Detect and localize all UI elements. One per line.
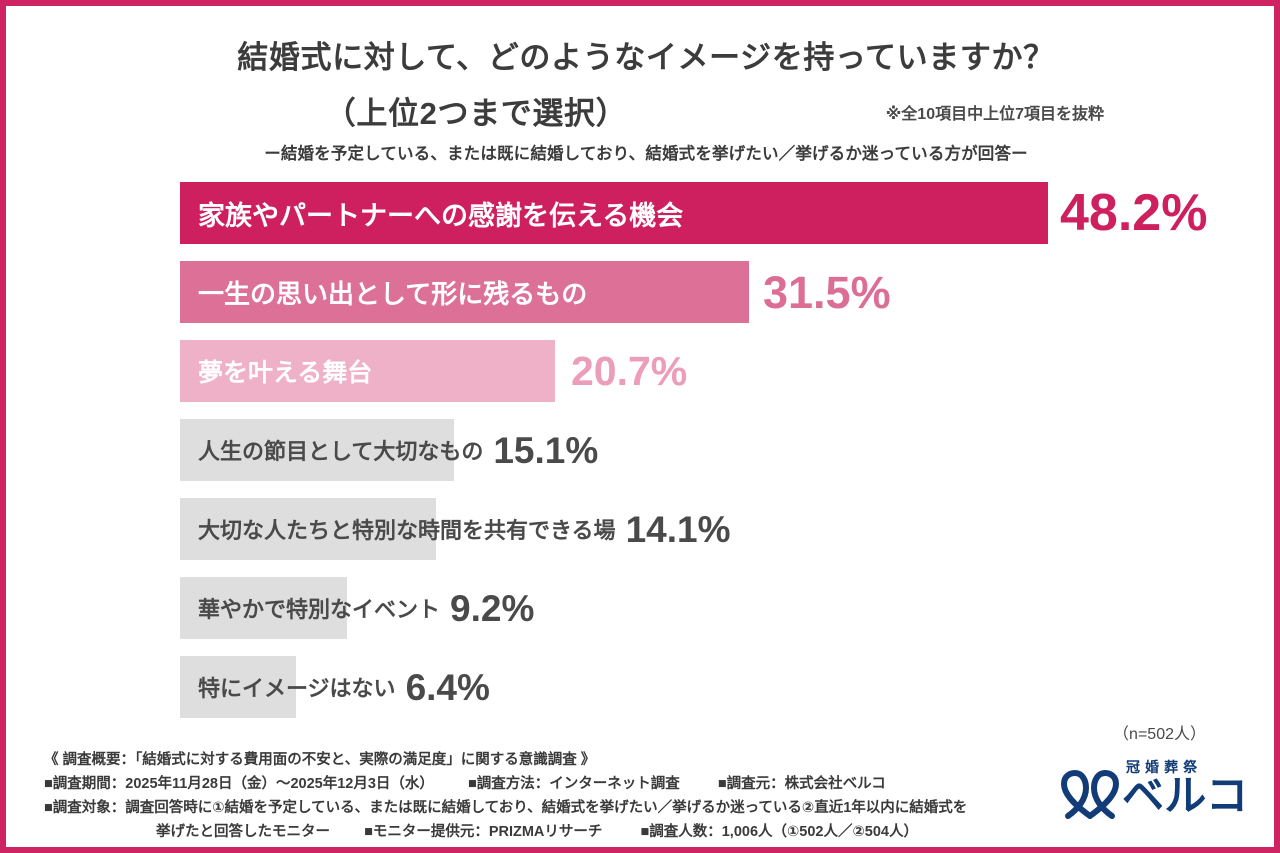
- page-subtitle: ー結婚を予定している、または既に結婚しており、結婚式を挙げたい／挙げるか迷ってい…: [264, 145, 1028, 163]
- monitor-target: 挙げたと回答したモニター: [156, 824, 330, 840]
- bar-fill-rank6: [180, 577, 347, 639]
- bar-value: 48.2%: [1060, 184, 1208, 242]
- bar-label: 大切な人たちと特別な時間を共有できる場: [198, 518, 616, 543]
- survey-method: ■調査方法：インターネット調査: [467, 776, 680, 792]
- respondent-count: ■調査人数：1,006人（①502人／②504人）: [640, 824, 918, 840]
- bar-fill-rank1: [180, 182, 1048, 244]
- sample-size-note: （n=502人）: [1113, 726, 1206, 743]
- bar-value: 9.2%: [450, 587, 535, 629]
- bar-label: 夢を叶える舞台: [198, 359, 373, 387]
- bar-fill-rank5: [180, 498, 436, 560]
- bar-fill-rank4: [180, 419, 454, 481]
- bar-value: 6.4%: [405, 666, 490, 708]
- bar-fill-rank7: [180, 656, 296, 718]
- bar-fill-rank2: [180, 261, 749, 323]
- bar-value: 14.1%: [625, 508, 731, 550]
- bar-value: 31.5%: [763, 266, 891, 318]
- title-annotation: ※全10項目中上位7項目を抜粋: [885, 106, 1104, 123]
- footer-survey-details: 《 調査概要：「結婚式に対する費用面の不安と、実際の満足度」に関する意識調査 》…: [6, 748, 1046, 844]
- logo-kanji-text: 冠婚葬祭: [1126, 759, 1203, 775]
- page-title-line1: 結婚式に対して、どのようなイメージを持っていますか？: [237, 40, 1055, 75]
- bar-chart: 家族やパートナーへの感謝を伝える機会 48.2% 一生の思い出として形に残るもの…: [6, 6, 1274, 718]
- bar-label: 華やかで特別なイベント: [198, 597, 441, 622]
- logo-brand-name: ベルコ: [1122, 772, 1249, 819]
- bar-label: 一生の思い出として形に残るもの: [198, 278, 588, 309]
- monitor-provider: ■モニター提供元：PRIZMAリサーチ: [364, 824, 603, 840]
- footer-line-target: ■調査対象：調査回答時に①結婚を予定している、または既に結婚しており、結婚式を挙…: [44, 800, 968, 816]
- bar-value: 20.7%: [571, 347, 688, 394]
- bar-label: 特にイメージはない: [198, 676, 396, 701]
- bar-label: 人生の節目として大切なもの: [198, 439, 484, 464]
- footer-line-period: ■調査期間：2025年11月28日（金）〜2025年12月3日（水） ■調査方法…: [6, 772, 1046, 796]
- bar-label: 家族やパートナーへの感謝を伝える機会: [198, 200, 684, 231]
- belco-ribbon-icon: [1058, 769, 1122, 826]
- survey-period: ■調査期間：2025年11月28日（金）〜2025年12月3日（水）: [44, 776, 434, 792]
- footer-line-monitor: 挙げたと回答したモニター ■モニター提供元：PRIZMAリサーチ ■調査人数：1…: [6, 820, 1046, 844]
- survey-source: ■調査元：株式会社ベルコ: [717, 776, 886, 792]
- company-logo: 冠婚葬祭 ベルコ: [1058, 755, 1249, 831]
- footer-line-overview: 《 調査概要：「結婚式に対する費用面の不安と、実際の満足度」に関する意識調査 》: [44, 752, 596, 768]
- page-title-line2: （上位2つまで選択）: [324, 96, 628, 131]
- bar-value: 15.1%: [493, 429, 599, 471]
- bar-fill-rank3: [180, 340, 555, 402]
